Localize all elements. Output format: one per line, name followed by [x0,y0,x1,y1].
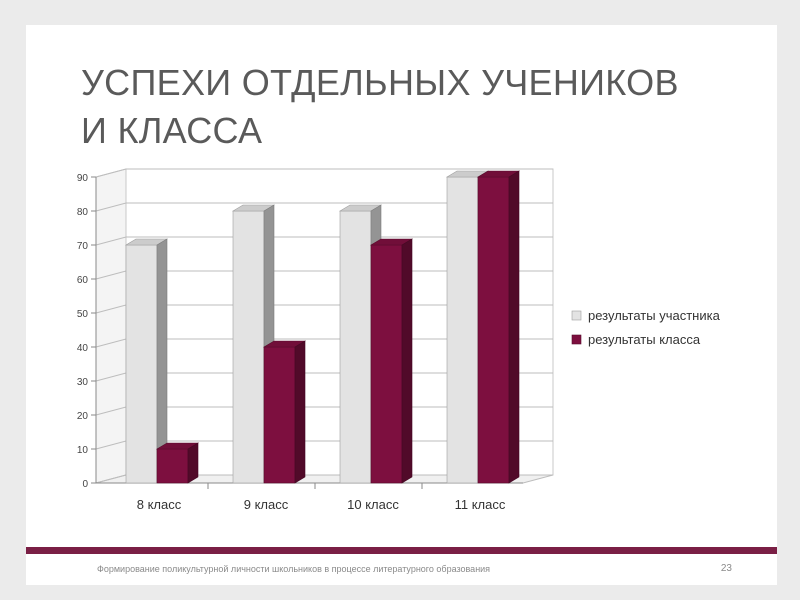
slide: УСПЕХИ ОТДЕЛЬНЫХ УЧЕНИКОВ И КЛАССА 0 10 20… [26,25,777,585]
title-line-2: И КЛАССА [81,110,263,151]
x-category-label: 10 класс [347,497,399,512]
bar-class-side [187,442,199,484]
bar-class-front [263,346,296,484]
legend-swatch [571,310,582,321]
bar-class-side [294,340,306,484]
y-tick-label: 60 [77,275,89,286]
page-number: 23 [720,563,732,574]
footer-text: Формирование поликультурной личности шко… [97,564,491,574]
chart-side-wall [95,168,127,484]
gridline [95,236,553,246]
bar-participant-front [232,210,265,484]
bar-class-front [370,244,403,484]
x-category-label: 11 класс [455,497,506,512]
bar-class [262,340,307,484]
bar-chart: 0 10 20 30 40 50 60 70 80 90 8 класс 9 класс 10 клас… [77,168,721,512]
bar-participant-front [125,244,158,484]
title-line-1: УСПЕХИ ОТДЕЛЬНЫХ УЧЕНИКОВ [81,62,679,103]
bar-class [155,442,200,484]
y-tick-label: 80 [77,207,89,218]
x-category-label: 8 класс [137,497,182,512]
bar-participant-front [339,210,372,484]
y-tick-label: 0 [82,479,88,490]
x-category-label: 9 класс [244,497,289,512]
legend-swatch [571,334,582,345]
bar-class [476,170,521,484]
y-tick-label: 30 [77,377,89,388]
bar-participant [124,238,169,484]
footer-bar [26,547,777,554]
bar-class-side [508,170,520,484]
y-tick-label: 20 [77,411,89,422]
y-tick-label: 90 [77,173,89,184]
bar-class [369,238,414,484]
gridline [95,168,553,178]
bar-class-side [401,238,413,484]
y-tick-label: 50 [77,309,89,320]
bar-participant-front [446,176,479,484]
y-tick-label: 70 [77,241,89,252]
legend-label: результаты участника [588,308,721,323]
bar-class-front [156,448,189,484]
page-title: УСПЕХИ ОТДЕЛЬНЫХ УЧЕНИКОВ И КЛАССА [81,59,741,155]
legend-label: результаты класса [588,332,701,347]
y-tick-label: 40 [77,343,89,354]
gridline [95,202,553,212]
y-tick-label: 10 [77,445,89,456]
bar-class-front [477,176,510,484]
